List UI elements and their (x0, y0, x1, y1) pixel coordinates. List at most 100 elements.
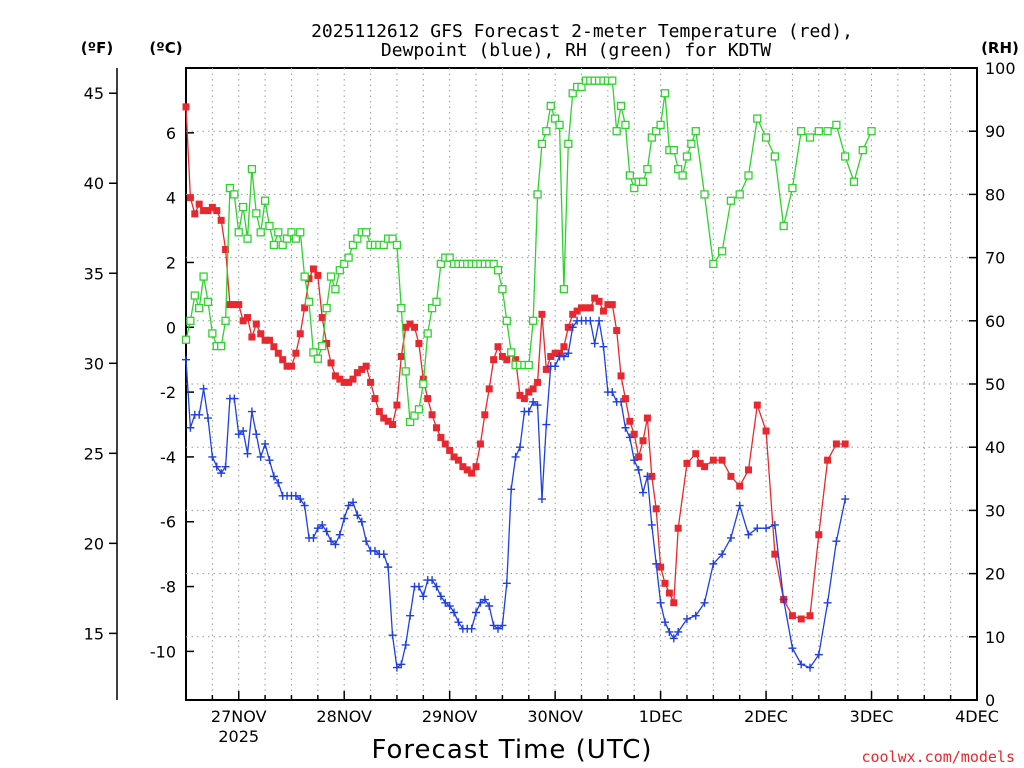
temperature-point (476, 440, 484, 448)
dewpoint-point (823, 598, 832, 607)
series-rh (181, 76, 876, 427)
temperature-point (367, 378, 375, 386)
x-tick-label: 4DEC (955, 707, 999, 726)
temperature-point (283, 362, 291, 370)
rh-unit-label: (RH) (981, 39, 1019, 57)
temperature-point (279, 356, 287, 364)
temperature-point (696, 459, 704, 467)
dewpoint-point (788, 644, 797, 653)
temperature-point (608, 301, 616, 309)
dewpoint-point (814, 650, 823, 659)
temperature-point (613, 327, 621, 335)
rh-point (221, 316, 230, 325)
temperature-point (428, 411, 436, 419)
rh-point (287, 228, 296, 237)
rh-point (546, 101, 555, 111)
temperature-point (182, 103, 190, 111)
dewpoint-point (832, 537, 841, 546)
dewpoint-point (595, 316, 604, 325)
x-tick-label: 1DEC (639, 707, 683, 726)
dewpoint-point (234, 430, 243, 439)
rh-point (849, 177, 859, 186)
grid-lines (186, 68, 977, 700)
celsius-tick-label: 0 (166, 318, 176, 337)
temperature-point (314, 271, 322, 279)
dewpoint-point (608, 388, 617, 397)
dewpoint-point (806, 663, 815, 672)
rh-point (353, 234, 362, 243)
temperature-point (578, 304, 585, 312)
rh-tick-label: 10 (985, 628, 1005, 647)
rh-point (612, 127, 621, 136)
dewpoint-point (406, 611, 415, 620)
dewpoint-point (335, 530, 344, 539)
dewpoint-point (318, 520, 327, 529)
temperature-point (595, 297, 603, 305)
temperature-point (217, 216, 225, 224)
rh-point (282, 234, 292, 243)
temperature-point (235, 301, 243, 309)
rh-point (190, 291, 199, 300)
temperature-point (670, 599, 678, 607)
fahrenheit-tick-label: 40 (84, 174, 104, 193)
rh-point (181, 335, 191, 344)
series-layer (181, 76, 876, 672)
temperature-point (560, 343, 568, 351)
temperature-point (459, 463, 467, 471)
dewpoint-point (590, 339, 599, 348)
temperature-point (226, 301, 234, 309)
x-tick-label: 29NOV (422, 707, 478, 726)
dewpoint-point (647, 520, 656, 529)
temperature-point (815, 531, 823, 539)
rh-point (643, 164, 652, 174)
rh-point (199, 272, 208, 281)
rh-point (507, 348, 516, 357)
rh-point (296, 228, 305, 237)
rh-point (203, 297, 213, 306)
dewpoint-point (489, 621, 498, 630)
temperature-point (604, 301, 612, 309)
temperature-point (639, 437, 647, 445)
rh-point (529, 316, 538, 325)
dewpoint-line (185, 320, 846, 669)
rh-point (269, 240, 279, 250)
dewpoint-point (392, 663, 401, 672)
dewpoint-point (726, 533, 735, 542)
rh-point (230, 190, 239, 199)
temperature-point (252, 320, 260, 328)
rh-tick-label: 40 (985, 438, 1005, 457)
temperature-point (516, 391, 524, 399)
temperature-point (239, 317, 247, 325)
temperature-point (485, 385, 493, 393)
temperature-point (617, 372, 625, 380)
temperature-point (371, 395, 379, 403)
celsius-unit-label: (ºC) (149, 39, 182, 57)
dewpoint-point (261, 439, 270, 448)
rh-point (841, 152, 850, 161)
rh-point (691, 127, 700, 136)
temperature-point (599, 307, 607, 315)
dewpoint-point (357, 517, 366, 526)
fahrenheit-tick-label: 25 (84, 444, 104, 463)
temperature-point (824, 456, 832, 464)
temperature-point (375, 408, 383, 416)
temperature-point (481, 411, 489, 419)
rh-point (788, 183, 797, 193)
series-temperature (182, 103, 849, 623)
rh-tick-label: 20 (985, 565, 1005, 584)
rh-point (432, 297, 441, 306)
x-axis-label: Forecast Time (UTC) (371, 735, 652, 765)
rh-point (234, 228, 243, 237)
rh-point (243, 234, 252, 243)
temperature-point (327, 359, 335, 367)
dewpoint-point (419, 592, 428, 601)
dewpoint-point (212, 462, 221, 471)
celsius-tick-label: 6 (166, 124, 176, 143)
dewpoint-point (735, 501, 744, 510)
temperature-point (292, 349, 300, 357)
dewpoint-point (652, 559, 661, 568)
temperature-point (643, 414, 651, 422)
rh-point (362, 228, 371, 237)
dewpoint-point (797, 660, 806, 669)
rh-point (436, 259, 446, 269)
